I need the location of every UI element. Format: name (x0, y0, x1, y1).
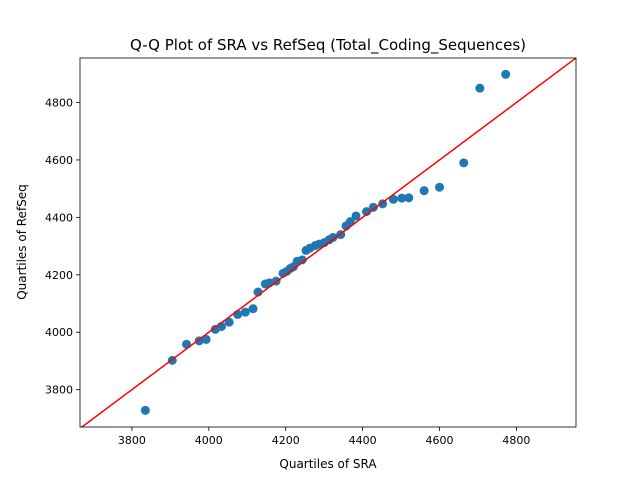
chart-title: Q-Q Plot of SRA vs RefSeq (Total_Coding_… (130, 36, 526, 55)
reference-line (80, 58, 576, 427)
y-tick-label: 4600 (45, 154, 73, 167)
y-tick-label: 4800 (45, 97, 73, 110)
data-point (388, 194, 398, 204)
data-point (345, 217, 355, 227)
x-axis-label: Quartiles of SRA (279, 457, 377, 471)
data-point (459, 158, 469, 168)
x-tick-label: 4400 (349, 434, 377, 447)
data-point (368, 202, 378, 212)
data-point (140, 405, 150, 415)
data-point (361, 207, 371, 217)
data-point (297, 255, 307, 265)
y-tick-label: 4200 (45, 269, 73, 282)
data-point (224, 317, 234, 327)
y-tick-label: 3800 (45, 384, 73, 397)
y-tick-label: 4400 (45, 211, 73, 224)
data-point (201, 334, 211, 344)
y-tick-label: 4000 (45, 326, 73, 339)
data-point (404, 193, 414, 203)
y-axis-label: Quartiles of RefSeq (15, 184, 29, 300)
data-point (240, 307, 250, 317)
y-axis-ticks: 3800 4000 4200 4400 4600 4800 (45, 97, 80, 397)
x-tick-label: 4600 (426, 434, 454, 447)
data-point (328, 232, 338, 242)
x-tick-label: 4800 (502, 434, 530, 447)
axes-frame (79, 57, 577, 428)
data-point (351, 211, 361, 221)
data-point (435, 182, 445, 192)
data-point (248, 304, 258, 314)
data-point (501, 69, 511, 79)
data-point (419, 186, 429, 196)
plot-area (79, 57, 577, 428)
x-axis-ticks: 3800 4000 4200 4400 4600 4800 (118, 427, 530, 447)
x-tick-label: 4000 (195, 434, 223, 447)
x-tick-label: 3800 (118, 434, 146, 447)
data-point (397, 193, 407, 203)
x-tick-label: 4200 (272, 434, 300, 447)
data-point (475, 83, 485, 93)
